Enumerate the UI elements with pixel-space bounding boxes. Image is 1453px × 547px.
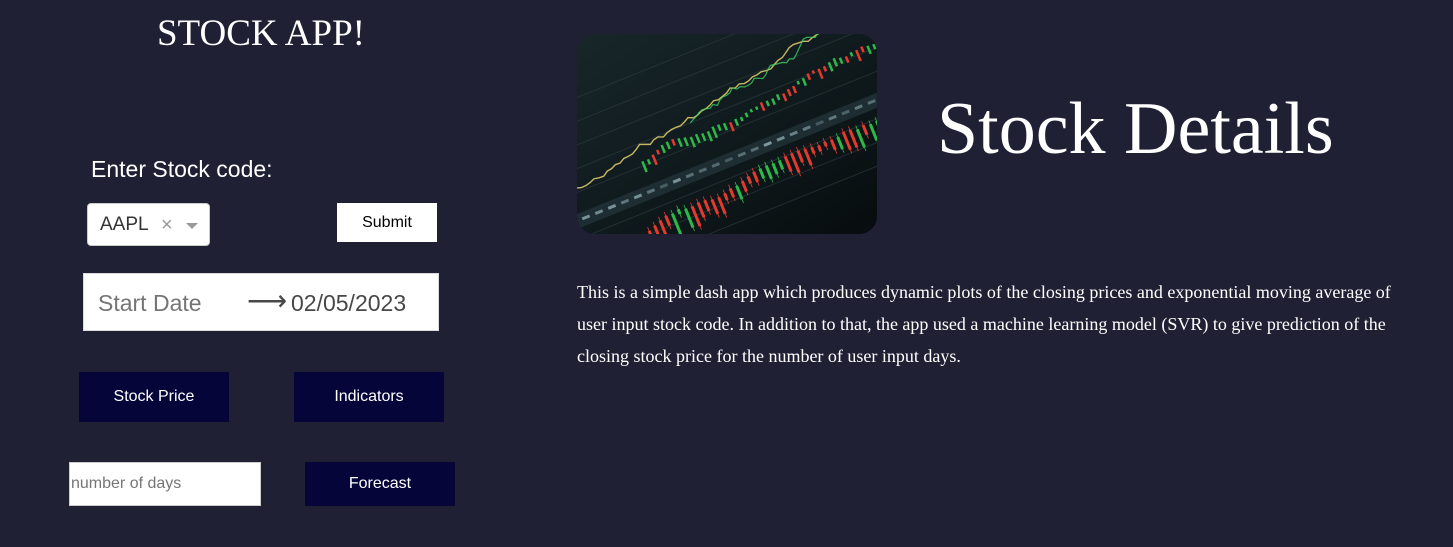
arrow-right-icon: ⟶	[247, 285, 288, 316]
start-date-input[interactable]: Start Date	[98, 290, 202, 316]
stock-code-label: Enter Stock code:	[91, 156, 273, 182]
app-title: STOCK APP!	[156, 13, 366, 54]
stock-details-heading: Stock Details	[937, 88, 1334, 170]
indicators-button[interactable]: Indicators	[294, 372, 444, 422]
app-description: This is a simple dash app which produces…	[577, 282, 1391, 366]
end-date-input[interactable]: 02/05/2023	[291, 290, 407, 316]
chevron-down-icon[interactable]	[186, 223, 198, 229]
clear-icon[interactable]: ×	[161, 214, 173, 236]
forecast-button[interactable]: Forecast	[305, 462, 455, 506]
date-range-picker[interactable]: Start Date ⟶ 02/05/2023	[83, 273, 439, 331]
number-of-days-input[interactable]	[69, 462, 261, 506]
submit-button[interactable]: Submit	[337, 203, 437, 242]
dropdown-selected-value: AAPL	[100, 214, 149, 235]
stock-price-button[interactable]: Stock Price	[79, 372, 229, 422]
stock-chart-image	[577, 34, 877, 234]
stock-code-dropdown[interactable]: AAPL ×	[87, 203, 210, 246]
